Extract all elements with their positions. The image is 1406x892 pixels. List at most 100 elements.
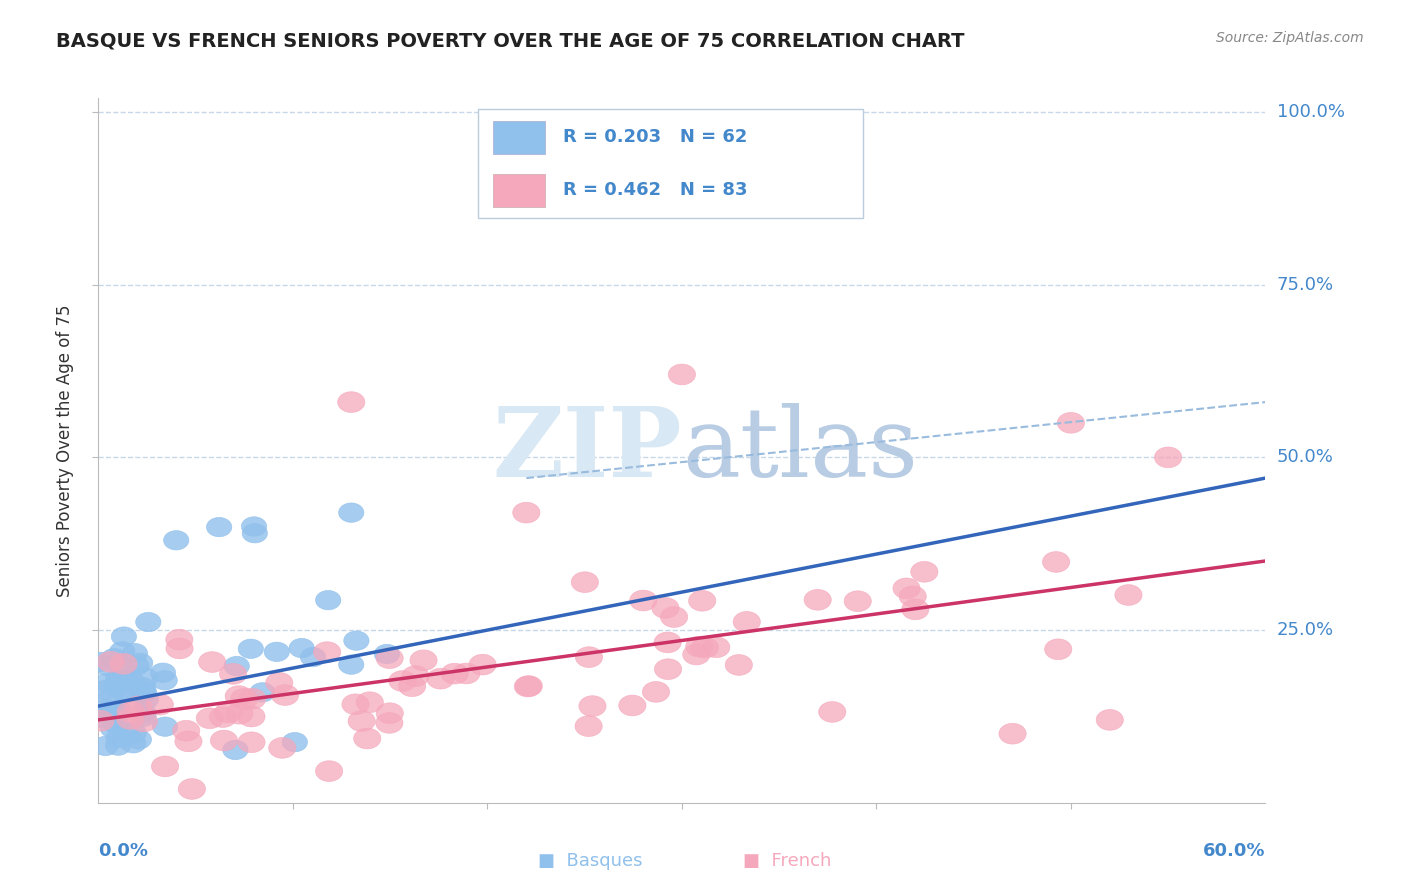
Ellipse shape	[579, 696, 606, 716]
Ellipse shape	[131, 684, 156, 704]
Ellipse shape	[132, 668, 157, 687]
Ellipse shape	[1115, 584, 1142, 606]
Ellipse shape	[101, 648, 127, 668]
Ellipse shape	[1154, 447, 1182, 467]
Ellipse shape	[152, 671, 177, 690]
Text: BASQUE VS FRENCH SENIORS POVERTY OVER THE AGE OF 75 CORRELATION CHART: BASQUE VS FRENCH SENIORS POVERTY OVER TH…	[56, 31, 965, 50]
Ellipse shape	[692, 637, 718, 658]
Ellipse shape	[197, 708, 224, 729]
Ellipse shape	[389, 671, 416, 691]
Ellipse shape	[349, 711, 375, 731]
Ellipse shape	[131, 707, 156, 726]
Ellipse shape	[166, 629, 193, 650]
Ellipse shape	[128, 653, 153, 673]
Ellipse shape	[108, 664, 134, 683]
Ellipse shape	[339, 655, 364, 674]
Ellipse shape	[103, 714, 128, 733]
Text: ZIP: ZIP	[492, 403, 682, 498]
Ellipse shape	[105, 670, 131, 689]
Text: ■  Basques: ■ Basques	[538, 852, 643, 870]
Ellipse shape	[342, 694, 370, 714]
Ellipse shape	[127, 730, 152, 749]
Ellipse shape	[683, 644, 710, 665]
Ellipse shape	[844, 591, 872, 612]
Ellipse shape	[97, 689, 122, 708]
Ellipse shape	[104, 677, 129, 697]
Ellipse shape	[893, 578, 920, 599]
Ellipse shape	[619, 695, 645, 716]
Text: 100.0%: 100.0%	[1277, 103, 1344, 121]
Ellipse shape	[654, 659, 682, 680]
Ellipse shape	[654, 632, 682, 653]
Ellipse shape	[97, 651, 124, 673]
Ellipse shape	[668, 364, 696, 384]
Ellipse shape	[266, 673, 292, 693]
FancyBboxPatch shape	[494, 174, 546, 207]
Ellipse shape	[238, 732, 266, 753]
Ellipse shape	[315, 761, 343, 781]
Ellipse shape	[163, 531, 188, 550]
Ellipse shape	[470, 655, 496, 675]
Ellipse shape	[98, 703, 124, 723]
Ellipse shape	[89, 708, 114, 728]
Ellipse shape	[135, 613, 160, 632]
Ellipse shape	[122, 643, 148, 663]
Ellipse shape	[131, 703, 156, 723]
Ellipse shape	[224, 657, 249, 676]
Ellipse shape	[377, 703, 404, 723]
Ellipse shape	[112, 723, 138, 742]
Ellipse shape	[301, 648, 326, 667]
Text: 50.0%: 50.0%	[1277, 449, 1333, 467]
Ellipse shape	[356, 692, 384, 713]
Ellipse shape	[375, 648, 404, 668]
Ellipse shape	[733, 612, 761, 632]
Ellipse shape	[264, 642, 290, 662]
Ellipse shape	[111, 670, 136, 690]
Ellipse shape	[1057, 412, 1084, 434]
Ellipse shape	[630, 591, 657, 611]
Text: 75.0%: 75.0%	[1277, 276, 1334, 293]
Ellipse shape	[207, 517, 232, 537]
Ellipse shape	[242, 516, 267, 536]
Ellipse shape	[93, 681, 118, 699]
Ellipse shape	[337, 392, 366, 412]
Ellipse shape	[238, 639, 263, 658]
Ellipse shape	[173, 721, 200, 741]
Ellipse shape	[686, 636, 713, 657]
Ellipse shape	[402, 665, 429, 687]
Text: atlas: atlas	[682, 403, 918, 498]
Ellipse shape	[1042, 551, 1070, 573]
Ellipse shape	[898, 586, 927, 607]
Ellipse shape	[427, 668, 454, 689]
Ellipse shape	[134, 690, 159, 709]
Text: Source: ZipAtlas.com: Source: ZipAtlas.com	[1216, 31, 1364, 45]
Ellipse shape	[453, 663, 479, 684]
Ellipse shape	[315, 591, 340, 610]
Ellipse shape	[131, 677, 156, 697]
Ellipse shape	[901, 599, 929, 620]
Ellipse shape	[87, 710, 114, 731]
Ellipse shape	[114, 681, 139, 700]
Ellipse shape	[238, 706, 266, 727]
Ellipse shape	[283, 732, 308, 752]
Ellipse shape	[110, 641, 135, 661]
Ellipse shape	[375, 713, 404, 733]
Ellipse shape	[117, 708, 143, 730]
Ellipse shape	[513, 502, 540, 523]
Text: R = 0.203   N = 62: R = 0.203 N = 62	[562, 128, 747, 146]
Y-axis label: Seniors Poverty Over the Age of 75: Seniors Poverty Over the Age of 75	[56, 304, 75, 597]
Ellipse shape	[219, 664, 247, 684]
Ellipse shape	[125, 696, 152, 717]
Ellipse shape	[152, 756, 179, 777]
Ellipse shape	[132, 682, 157, 702]
Ellipse shape	[725, 655, 752, 675]
Ellipse shape	[146, 694, 173, 715]
Ellipse shape	[804, 590, 831, 610]
Ellipse shape	[343, 631, 368, 650]
Ellipse shape	[120, 671, 145, 690]
Text: ■  French: ■ French	[744, 852, 831, 870]
Ellipse shape	[100, 700, 125, 720]
Ellipse shape	[703, 637, 730, 657]
Ellipse shape	[242, 524, 267, 543]
Ellipse shape	[211, 731, 238, 751]
